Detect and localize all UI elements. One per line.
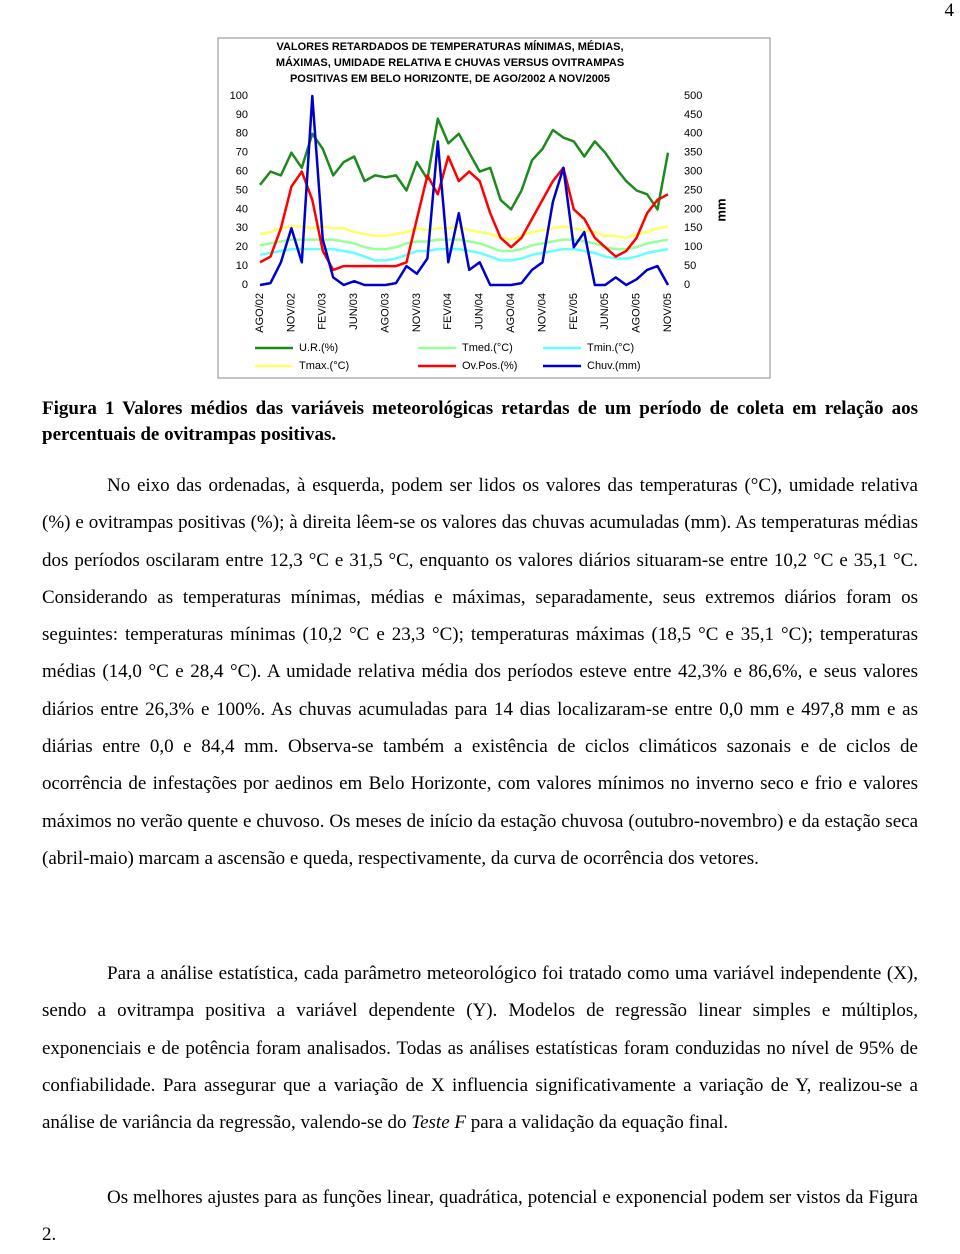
x-tick-label: FEV/05 [568, 293, 580, 330]
x-tick-label: NOV/03 [411, 293, 423, 332]
y2-axis-label: mm [713, 198, 728, 221]
x-tick-label: JUN/03 [348, 293, 360, 330]
x-tick-label: FEV/03 [317, 293, 329, 330]
x-tick-label: AGO/03 [379, 293, 391, 333]
legend-label: Ov.Pos.(%) [462, 360, 517, 372]
series-line [259, 225, 669, 241]
x-tick-label: JUN/05 [599, 293, 611, 330]
paragraph: Os melhores ajustes para as funções line… [42, 1187, 918, 1246]
figure-caption: Figura 1 Valores médios das variáveis me… [42, 398, 918, 445]
chart-title: POSITIVAS EM BELO HORIZONTE, DE AGO/2002… [290, 73, 610, 85]
y-tick-label: 30 [236, 222, 248, 234]
y-tick-label: 80 [236, 128, 248, 140]
y2-tick-label: 350 [684, 147, 702, 159]
x-tick-label: NOV/04 [536, 293, 548, 332]
y2-tick-label: 300 [684, 166, 702, 178]
y-tick-label: 100 [230, 90, 248, 102]
y2-tick-label: 100 [684, 241, 702, 253]
page-number: 4 [944, 0, 955, 21]
chart-frame [217, 37, 771, 379]
x-tick-label: FEV/04 [442, 293, 454, 330]
y2-tick-label: 450 [684, 109, 702, 121]
y-tick-label: 50 [236, 184, 248, 196]
x-tick-label: NOV/05 [662, 293, 674, 332]
series-line [259, 94, 670, 287]
y2-tick-label: 500 [684, 90, 702, 102]
chart-title: VALORES RETARDADOS DE TEMPERATURAS MÍNIM… [276, 40, 623, 53]
y2-tick-label: 250 [684, 184, 702, 196]
y-tick-label: 90 [236, 109, 248, 121]
italic-text: Teste F [411, 1112, 466, 1134]
legend-label: Chuv.(mm) [587, 360, 641, 372]
y-tick-label: 10 [236, 260, 248, 272]
series-line [259, 247, 669, 262]
series-line [259, 117, 670, 211]
paragraph: No eixo das ordenadas, à esquerda, podem… [42, 475, 918, 869]
chart-title: MÁXIMAS, UMIDADE RELATIVA E CHUVAS VERSU… [276, 56, 624, 69]
y-tick-label: 0 [242, 279, 248, 291]
legend-label: Tmax.(°C) [299, 360, 349, 372]
x-tick-label: AGO/04 [505, 293, 517, 333]
paragraph: Para a análise estatística, cada parâmet… [42, 955, 918, 1141]
y2-tick-label: 400 [684, 128, 702, 140]
y-tick-label: 60 [236, 166, 248, 178]
legend-label: Tmin.(°C) [587, 342, 634, 354]
x-tick-label: NOV/02 [285, 293, 297, 332]
y2-tick-label: 50 [684, 260, 696, 272]
y2-tick-label: 0 [684, 279, 690, 291]
y-tick-label: 20 [236, 241, 248, 253]
y-tick-label: 70 [236, 147, 248, 159]
x-tick-label: JUN/04 [474, 293, 486, 330]
y2-tick-label: 200 [684, 203, 702, 215]
x-tick-label: AGO/02 [254, 293, 266, 333]
chart: VALORES RETARDADOS DE TEMPERATURAS MÍNIM… [217, 37, 771, 379]
text: para a validação da equação final. [466, 1112, 729, 1134]
legend-label: U.R.(%) [299, 342, 338, 354]
legend-label: Tmed.(°C) [462, 342, 513, 354]
x-tick-label: AGO/05 [631, 293, 643, 333]
y-tick-label: 40 [236, 203, 248, 215]
text: Para a análise estatística, cada parâmet… [42, 963, 918, 1134]
y2-tick-label: 150 [684, 222, 702, 234]
